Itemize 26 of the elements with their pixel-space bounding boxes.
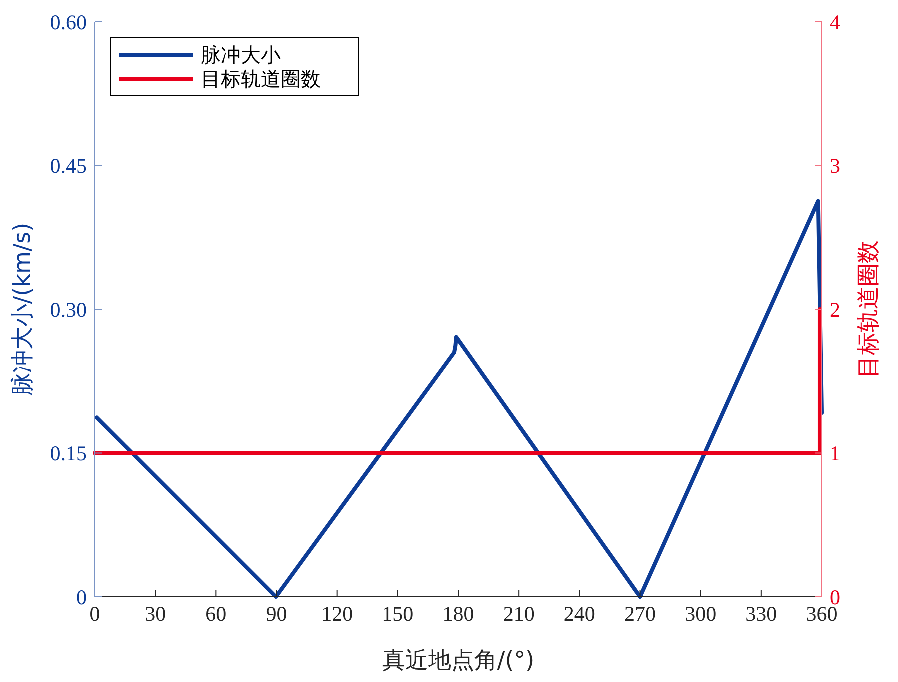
y2-tick-label: 4 <box>830 10 841 34</box>
x-tick-label: 300 <box>685 602 717 626</box>
y-tick-label: 0.60 <box>50 10 87 34</box>
y-axis-title: 脉冲大小/(km/s) <box>10 222 36 396</box>
y-tick-label: 0.45 <box>50 154 87 178</box>
x-tick-label: 210 <box>503 602 535 626</box>
legend-label: 脉冲大小 <box>201 43 281 67</box>
y2-axis-title: 目标轨道圈数 <box>856 240 882 378</box>
x-tick-label: 180 <box>442 602 474 626</box>
x-tick-label: 270 <box>624 602 656 626</box>
legend-label: 目标轨道圈数 <box>201 67 321 91</box>
x-tick-label: 120 <box>322 602 354 626</box>
x-tick-label: 30 <box>145 602 166 626</box>
x-tick-label: 150 <box>382 602 414 626</box>
line-series <box>95 199 824 599</box>
x-tick-label: 90 <box>266 602 288 626</box>
x-tick-label: 60 <box>206 602 227 626</box>
y-tick-label: 0.30 <box>50 298 87 322</box>
x-axis-title: 真近地点角/(°) <box>382 648 535 674</box>
x-tick-label: 240 <box>564 602 596 626</box>
y-tick-label: 0 <box>76 585 87 610</box>
y2-tick-label: 3 <box>830 154 840 178</box>
x-tick-label: 330 <box>746 602 778 626</box>
y-tick-label: 0.15 <box>50 442 87 466</box>
y2-tick-label: 2 <box>830 298 840 322</box>
y2-tick-label: 1 <box>830 442 840 466</box>
